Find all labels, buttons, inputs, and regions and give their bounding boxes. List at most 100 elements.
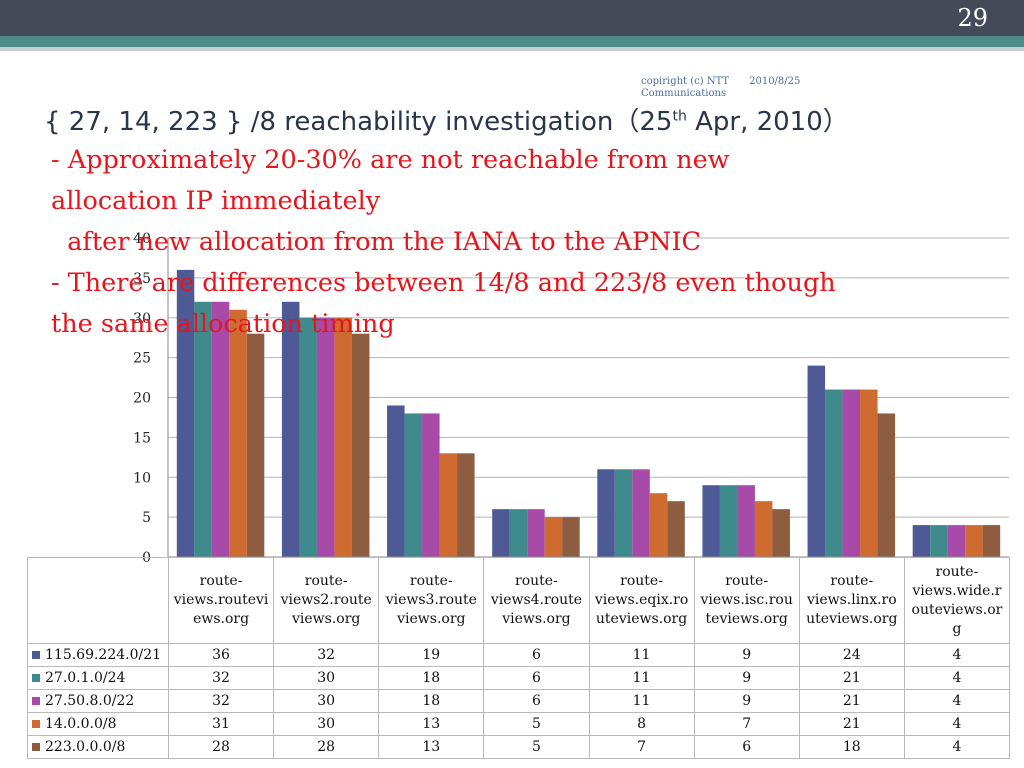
value-cell: 24 bbox=[798, 643, 905, 667]
category-label-line: views.isc.rou bbox=[700, 592, 793, 608]
value-cell: 18 bbox=[798, 735, 905, 759]
legend-swatch bbox=[32, 697, 40, 705]
y-tick-label: 40 bbox=[133, 231, 151, 247]
value-cell: 36 bbox=[167, 643, 275, 667]
bar bbox=[719, 485, 738, 557]
category-label-line: route- bbox=[620, 573, 663, 589]
top-bar bbox=[0, 0, 1024, 36]
bar bbox=[229, 309, 247, 557]
category-label: route-views.eqix.ro uteviews.org bbox=[588, 557, 695, 644]
category-label-line: ews.org bbox=[193, 611, 250, 627]
category-label-line: uteviews.org bbox=[595, 611, 688, 627]
bar bbox=[667, 501, 685, 557]
category-label-line: views.routevi bbox=[173, 592, 269, 608]
category-label: route-views.linx.ro uteviews.org bbox=[798, 557, 905, 644]
y-tick-label: 25 bbox=[133, 351, 151, 367]
value-cell: 6 bbox=[483, 689, 590, 713]
legend-cell: 27.50.8.0/22 bbox=[27, 689, 169, 713]
legend-swatch bbox=[32, 651, 40, 659]
bar bbox=[860, 389, 878, 557]
category-label-line: teviews.org bbox=[705, 611, 788, 627]
bar bbox=[912, 525, 931, 557]
copyright-sub: Communications bbox=[641, 88, 727, 99]
category-label: route-views4.route views.org bbox=[483, 557, 590, 644]
table-row: 115.69.224.0/21 36 32 19 6 11 9 24 4 bbox=[27, 643, 1011, 667]
legend-cell: 27.0.1.0/24 bbox=[27, 666, 169, 690]
value-cell: 9 bbox=[693, 689, 800, 713]
table-row: 14.0.0.0/8 31 30 13 5 8 7 21 4 bbox=[27, 712, 1011, 736]
bar bbox=[597, 469, 615, 557]
value-cell: 30 bbox=[273, 712, 380, 736]
value-cell: 9 bbox=[693, 643, 800, 667]
bar bbox=[544, 517, 563, 557]
category-label-line: views2.route bbox=[280, 592, 372, 608]
category-label-line: views.wide.r bbox=[912, 582, 1002, 599]
category-label-line: views.org bbox=[502, 611, 571, 627]
bar bbox=[281, 301, 300, 557]
bar bbox=[772, 509, 790, 557]
legend-cell: 115.69.224.0/21 bbox=[27, 643, 169, 667]
value-cell: 13 bbox=[378, 735, 485, 759]
value-cell: 30 bbox=[273, 689, 380, 713]
table-row: 223.0.0.0/8 28 28 13 5 7 6 18 4 bbox=[27, 735, 1011, 759]
value-cell: 4 bbox=[903, 735, 1011, 759]
title-main: { 27, 14, 223 } /8 reachability investig… bbox=[44, 107, 673, 137]
legend-cell: 223.0.0.0/8 bbox=[27, 735, 169, 759]
bar bbox=[176, 269, 195, 557]
bar bbox=[947, 525, 966, 557]
value-cell: 32 bbox=[167, 689, 275, 713]
value-cell: 21 bbox=[798, 712, 905, 736]
bullet-line: allocation IP immediately bbox=[51, 186, 381, 216]
y-tick-label: 30 bbox=[133, 311, 151, 327]
bar bbox=[754, 501, 773, 557]
series-name: 27.50.8.0/22 bbox=[45, 693, 135, 709]
bar bbox=[562, 517, 580, 557]
category-label: route-views3.route views.org bbox=[378, 557, 485, 644]
legend-swatch bbox=[32, 743, 40, 751]
bar bbox=[527, 509, 545, 557]
value-cell: 11 bbox=[588, 666, 695, 690]
value-cell: 4 bbox=[903, 666, 1011, 690]
legend-cell: 14.0.0.0/8 bbox=[27, 712, 169, 736]
category-label-line: route- bbox=[409, 573, 453, 589]
bullet-line: - There are differences between 14/8 and… bbox=[51, 268, 836, 298]
bar bbox=[211, 301, 230, 557]
bar bbox=[614, 469, 633, 557]
bar bbox=[299, 317, 317, 557]
bar bbox=[842, 389, 861, 557]
bar bbox=[194, 301, 212, 557]
bar bbox=[457, 453, 475, 557]
value-cell: 13 bbox=[378, 712, 485, 736]
category-label-line: views.linx.ro bbox=[806, 592, 897, 608]
y-tick-label: 10 bbox=[133, 470, 151, 486]
title-superscript: th bbox=[672, 108, 687, 125]
category-label: route-views.wide.r outeviews.or g bbox=[903, 557, 1011, 644]
value-cell: 21 bbox=[798, 689, 905, 713]
category-label-line: views.org bbox=[292, 611, 361, 627]
copyright-text: copiright (c) NTT bbox=[641, 76, 730, 87]
value-cell: 18 bbox=[378, 689, 485, 713]
value-cell: 7 bbox=[693, 712, 800, 736]
value-cell: 32 bbox=[167, 666, 275, 690]
y-tick-label: 20 bbox=[133, 391, 151, 407]
bullet-line: the same allocation timing bbox=[51, 309, 395, 339]
data-table: route-views.routevi ews.org route-views2.r… bbox=[27, 557, 1011, 759]
category-header-row: route-views.routevi ews.org route-views2.r… bbox=[27, 557, 1011, 644]
bar bbox=[509, 509, 528, 557]
value-cell: 11 bbox=[588, 643, 695, 667]
value-cell: 19 bbox=[378, 643, 485, 667]
bar bbox=[422, 413, 440, 557]
value-cell: 6 bbox=[483, 666, 590, 690]
table-row: 27.0.1.0/24 32 30 18 6 11 9 21 4 bbox=[27, 666, 1011, 690]
bar bbox=[316, 317, 335, 557]
bar bbox=[404, 413, 423, 557]
bar bbox=[632, 469, 650, 557]
copyright-note: copiright (c) NTT 2010/8/25 Communication… bbox=[641, 76, 800, 100]
bar bbox=[877, 413, 896, 557]
slide-number: 29 bbox=[957, 4, 988, 32]
slide-title: { 27, 14, 223 } /8 reachability investig… bbox=[44, 101, 849, 138]
bar bbox=[387, 405, 405, 557]
bullet-line: - Approximately 20-30% are not reachable… bbox=[51, 145, 730, 175]
value-cell: 5 bbox=[483, 712, 590, 736]
